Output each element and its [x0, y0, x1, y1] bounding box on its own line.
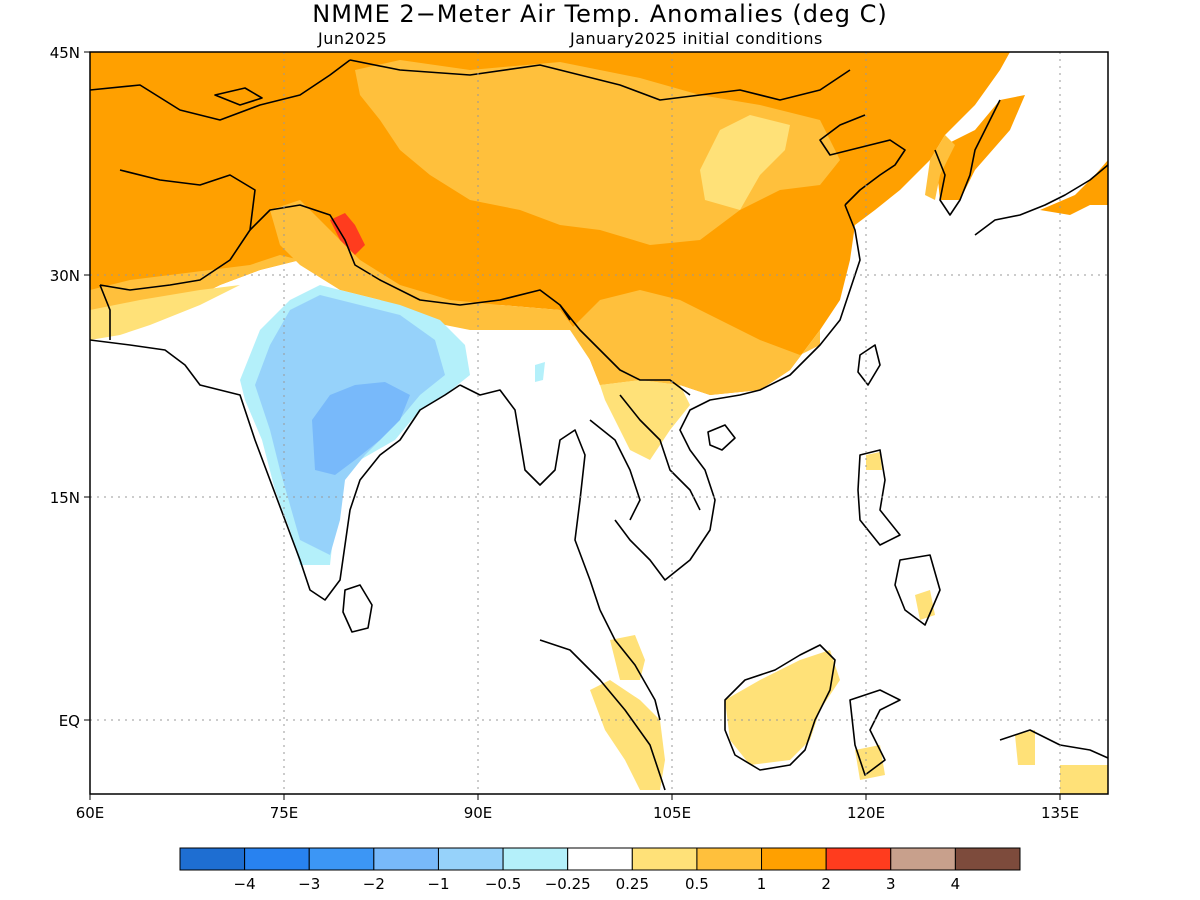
field-lightorange-korea-rim — [925, 135, 955, 200]
colorbar-label: 1 — [757, 875, 767, 893]
valid-month-label: Jun2025 — [318, 29, 388, 48]
coast-borneo — [724, 644, 836, 771]
lake-balkhash — [214, 87, 263, 106]
colorbar-label: 4 — [951, 875, 961, 893]
colorbar-bin — [308, 847, 375, 871]
coast-luzon — [857, 449, 901, 546]
colorbar-bin — [696, 847, 763, 871]
colorbar-label: −4 — [234, 875, 256, 893]
coast-malay-peninsula — [599, 609, 661, 721]
coast-indochina — [614, 204, 861, 581]
colorbar-bin — [825, 847, 892, 871]
colorbar-label: −1 — [427, 875, 449, 893]
field-cyan-bangladesh-spot — [535, 362, 545, 382]
field-midblue-india — [312, 382, 410, 475]
field-yellow-sumatra — [590, 680, 665, 790]
initial-conditions-label: January2025 initial conditions — [570, 29, 823, 48]
colorbar-label: −0.25 — [545, 875, 591, 893]
field-yellow-borneo — [725, 650, 840, 765]
border-thailand — [589, 419, 641, 521]
lon-label: 135E — [1041, 804, 1079, 822]
coast-korea — [934, 99, 1001, 216]
colorbar-label: 0.25 — [616, 875, 649, 893]
colorbar-label: −0.5 — [485, 875, 521, 893]
border-myanmar-china — [559, 304, 691, 396]
lon-label: 105E — [653, 804, 691, 822]
colorbar — [179, 847, 1021, 871]
colorbar-bin — [179, 847, 246, 871]
lon-label: 90E — [464, 804, 493, 822]
longitude-labels: 60E 75E 90E 105E 120E 135E — [76, 804, 1079, 822]
colorbar-bin — [502, 847, 569, 871]
colorbar-label: 3 — [886, 875, 896, 893]
coast-sumatra — [539, 639, 666, 791]
coast-srilanka — [342, 584, 373, 633]
lat-label: 15N — [50, 489, 80, 507]
field-yellow-luzon — [866, 452, 882, 470]
map-title: NMME 2−Meter Air Temp. Anomalies (deg C) — [312, 0, 888, 28]
coast-china-north — [819, 114, 906, 206]
field-orange-korea — [935, 95, 1025, 200]
colorbar-label: 2 — [821, 875, 831, 893]
border-central-asia — [90, 59, 351, 121]
lon-label: 75E — [270, 804, 299, 822]
border-himalaya — [249, 204, 571, 321]
coastlines — [90, 59, 1108, 791]
lon-label: 60E — [76, 804, 105, 822]
colorbar-bin — [567, 847, 633, 871]
field-yellow-tibet-edge — [90, 285, 240, 340]
coast-sulawesi — [849, 689, 901, 776]
field-yellow-moluccas — [1015, 730, 1035, 765]
border-iran-pakistan — [99, 284, 111, 340]
lon-label: 120E — [847, 804, 885, 822]
border-afghanistan — [99, 169, 256, 291]
colorbar-bin — [890, 847, 956, 871]
field-lightorange-himalaya — [270, 200, 575, 330]
lat-label: 45N — [50, 44, 80, 62]
coast-bay-of-bengal-east — [459, 384, 601, 611]
field-red-himalaya — [330, 213, 365, 255]
field-yellow-mongolia — [700, 115, 790, 210]
coast-mindanao — [894, 554, 941, 626]
coast-japan — [974, 164, 1108, 236]
field-lightorange-southchina — [570, 290, 820, 395]
field-yellow-indochina — [600, 380, 690, 460]
border-china-mongolia — [349, 59, 851, 101]
field-yellow-newguinea — [1060, 765, 1108, 794]
lat-label: 30N — [50, 267, 80, 285]
latitude-labels: 45N 30N 15N EQ — [50, 44, 80, 730]
colorbar-bin — [373, 847, 439, 871]
colorbar-bin — [244, 847, 310, 871]
axis-ticks — [84, 51, 1061, 800]
map-frame — [89, 51, 1109, 795]
coast-taiwan — [857, 344, 881, 386]
colorbar-labels: −4 −3 −2 −1 −0.5 −0.25 0.25 0.5 1 2 3 4 — [234, 875, 961, 893]
colorbar-bin — [437, 847, 504, 871]
colorbar-bin — [761, 847, 827, 871]
colorbar-bin — [631, 847, 698, 871]
coast-hainan — [707, 424, 736, 451]
field-orange-japan — [1040, 160, 1108, 215]
colorbar-label: −2 — [363, 875, 385, 893]
field-yellow-sulawesi — [855, 745, 885, 780]
colorbar-bin — [954, 847, 1021, 871]
field-yellow-philippines — [915, 590, 935, 620]
coast-india — [90, 339, 461, 601]
border-laos-vietnam — [619, 394, 701, 511]
gridlines — [90, 52, 1108, 794]
colorbar-label: −3 — [298, 875, 320, 893]
anomaly-fields — [90, 52, 1108, 794]
lat-label: EQ — [59, 712, 80, 730]
colorbar-label: 0.5 — [685, 875, 709, 893]
